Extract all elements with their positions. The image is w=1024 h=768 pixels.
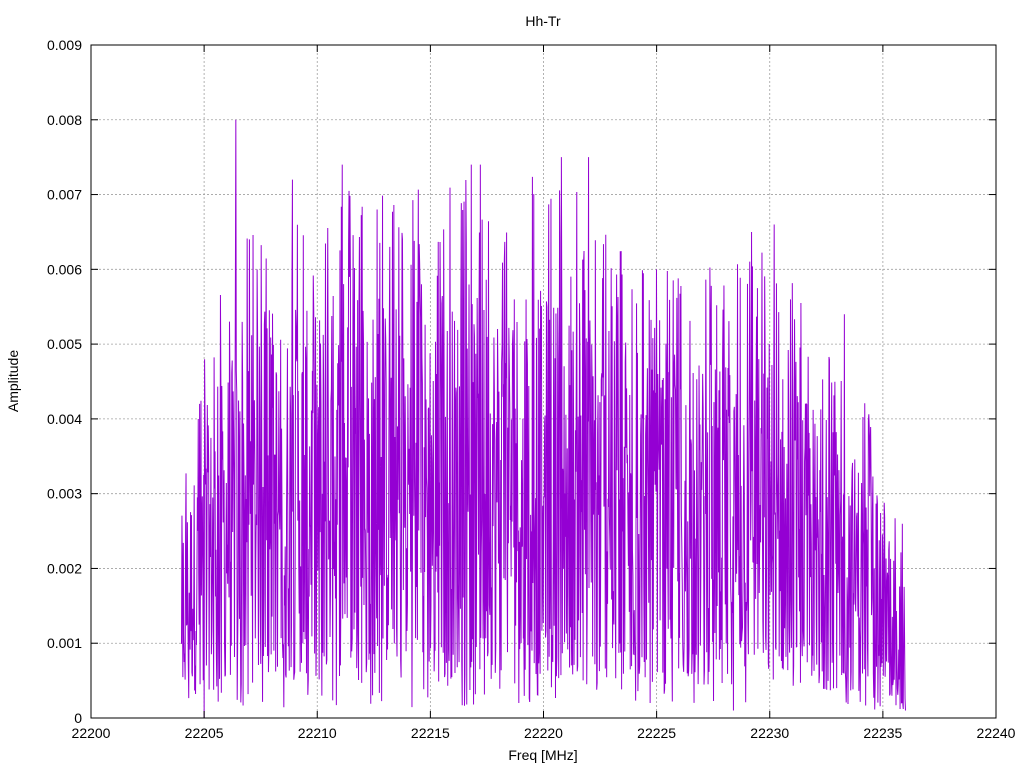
x-tick-label: 22215 <box>411 725 450 741</box>
signal-series-line <box>181 119 906 719</box>
y-tick-label: 0 <box>74 710 82 726</box>
x-tick-label: 22200 <box>72 725 111 741</box>
x-tick-label: 22220 <box>524 725 563 741</box>
y-tick-label: 0.007 <box>47 187 82 203</box>
series-layer <box>181 119 906 719</box>
y-tick-label: 0.005 <box>47 336 82 352</box>
y-tick-label: 0.004 <box>47 411 82 427</box>
chart-title: Hh-Tr <box>525 13 561 29</box>
x-tick-label: 22235 <box>863 725 902 741</box>
y-tick-label: 0.003 <box>47 486 82 502</box>
x-tick-label: 22210 <box>298 725 337 741</box>
y-tick-label: 0.001 <box>47 635 82 651</box>
y-tick-label: 0.009 <box>47 37 82 53</box>
x-axis-label: Freq [MHz] <box>508 747 577 763</box>
x-tick-label: 22240 <box>977 725 1016 741</box>
y-tick-label: 0.002 <box>47 560 82 576</box>
y-axis-label: Amplitude <box>5 350 21 412</box>
y-tick-label: 0.008 <box>47 112 82 128</box>
y-tick-label: 0.006 <box>47 261 82 277</box>
x-tick-label: 22205 <box>185 725 224 741</box>
x-tick-label: 22230 <box>750 725 789 741</box>
axis-ticks: 22200 22205 22210 22215 22220 22225 22230 22235… <box>47 37 1016 741</box>
x-tick-label: 22225 <box>637 725 676 741</box>
